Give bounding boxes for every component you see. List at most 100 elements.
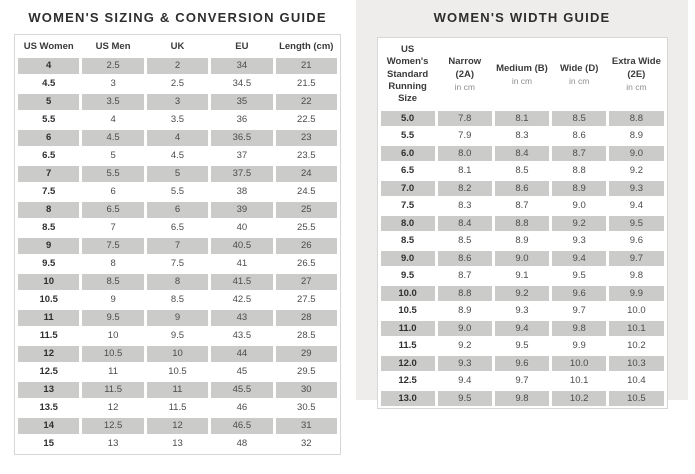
table-row: 15 13 13 48 32 (18, 436, 337, 452)
table-cell: 7.0 (380, 180, 435, 197)
table-cell: 9.8 (629, 270, 643, 282)
table-cell: 8.8 (609, 110, 664, 127)
column-header: Narrow (2A) in cm (438, 40, 492, 109)
table-cell: 6.5 (82, 202, 144, 219)
table-cell: 8.0 (380, 215, 435, 232)
table-cell: 5.0 (380, 110, 435, 127)
table-cell: 12.5 (39, 366, 58, 378)
table-cell: 8.2 (437, 180, 492, 197)
table-cell: 36.5 (211, 130, 273, 147)
table-cell: 9.5 (609, 215, 664, 232)
table-row: 8.5 7 6.5 40 25.5 (18, 220, 337, 236)
table-cell: 8.5 (458, 235, 472, 247)
table-cell: 8.9 (458, 305, 472, 317)
table-cell: 40 (236, 222, 248, 234)
table-cell: 6 (146, 202, 209, 219)
table-cell: 9 (110, 294, 116, 306)
table-cell: 9.7 (609, 250, 664, 267)
table-cell: 11 (18, 310, 80, 327)
column-header: US Men (95, 41, 131, 52)
table-cell: 8 (146, 274, 209, 291)
table-cell: 9.0 (494, 250, 550, 267)
table-row: 5.0 7.8 8.1 8.5 8.8 (380, 110, 664, 127)
table-cell: 31 (275, 418, 337, 435)
table-cell: 11.5 (168, 402, 187, 414)
table-cell: 39 (211, 202, 273, 219)
table-cell: 8.5 (42, 222, 56, 234)
table-row: 8.5 8.5 8.9 9.3 9.6 (381, 233, 664, 249)
table-cell: 12 (18, 346, 80, 363)
table-cell: 8.7 (515, 200, 529, 212)
column-header: Medium (B) in cm (495, 40, 549, 109)
table-row: 9.5 8.7 9.1 9.5 9.8 (381, 268, 664, 284)
column-header-label: Wide (D) (559, 62, 599, 74)
table-header: US Women US Men UK EU Length (cm) (18, 37, 337, 56)
column-header-unit: in cm (454, 82, 475, 93)
table-cell: 2.5 (170, 78, 185, 90)
table-cell: 22 (275, 94, 337, 111)
table-cell: 8.5 (82, 274, 144, 291)
table-cell: 9.5 (82, 310, 144, 327)
column-header-unit: in cm (511, 76, 533, 86)
table-cell: 8.8 (494, 215, 550, 232)
table-cell: 9.0 (437, 320, 492, 337)
table-row: 11.5 10 9.5 43.5 28.5 (18, 328, 337, 344)
column-header: Extra Wide (2E) in cm (609, 40, 663, 109)
table-cell: 8.9 (629, 130, 643, 142)
table-row: 4 2.5 2 34 21 (18, 58, 337, 75)
header-row: US Women US Men UK EU Length (cm) (18, 37, 337, 56)
table-cell: 10 (107, 330, 119, 342)
sizing-conversion-table: US Women US Men UK EU Length (cm) 4 2.5 2 34 21 4… (14, 34, 341, 456)
table-cell: 9.5 (572, 270, 586, 282)
table-row: 12.5 9.4 9.7 10.1 10.4 (381, 373, 664, 389)
table-cell: 12 (146, 418, 209, 435)
table-cell: 9.3 (609, 180, 664, 197)
table-row: 9 7.5 7 40.5 26 (18, 238, 337, 255)
table-cell: 9.9 (609, 285, 664, 302)
table-cell: 3 (146, 94, 209, 111)
table-cell: 7 (18, 166, 80, 183)
table-cell: 21.5 (297, 78, 316, 90)
table-cell: 8.0 (437, 145, 492, 162)
table-cell: 3.5 (82, 94, 144, 111)
table-cell: 4 (146, 130, 209, 147)
table-cell: 43.5 (232, 330, 252, 342)
table-cell: 13 (107, 438, 119, 450)
table-cell: 43 (211, 310, 273, 327)
table-cell: 4.5 (82, 130, 144, 147)
table-cell: 10.0 (380, 285, 435, 302)
table-cell: 12 (107, 402, 119, 414)
table-cell: 9.7 (515, 375, 529, 387)
table-cell: 8.6 (494, 180, 550, 197)
table-cell: 3 (110, 78, 116, 90)
table-cell: 15 (43, 438, 54, 450)
table-cell: 10.5 (609, 390, 664, 407)
table-cell: 7 (110, 222, 116, 234)
table-cell: 8.6 (572, 130, 586, 142)
table-cell: 9 (18, 238, 80, 255)
table-cell: 24 (275, 166, 337, 183)
table-cell: 9.8 (494, 390, 550, 407)
table-cell: 9.2 (629, 165, 643, 177)
table-row: 13.5 12 11.5 46 30.5 (18, 400, 337, 416)
table-cell: 8.7 (458, 270, 472, 282)
table-cell: 48 (236, 438, 248, 450)
table-cell: 11.5 (82, 382, 144, 399)
table-cell: 5.5 (400, 130, 415, 142)
table-cell: 9.5 (170, 330, 185, 342)
table-cell: 26 (275, 238, 337, 255)
table-cell: 10.2 (627, 340, 646, 352)
table-row: 10.5 9 8.5 42.5 27.5 (18, 292, 337, 308)
column-header: Length (cm) (279, 41, 334, 52)
table-cell: 7 (146, 238, 209, 255)
table-cell: 9.3 (515, 305, 529, 317)
table-cell: 6 (110, 186, 116, 198)
table-cell: 8.5 (400, 235, 415, 247)
table-cell: 4.5 (42, 78, 56, 90)
table-row: 7 5.5 5 37.5 24 (18, 166, 337, 183)
sizing-conversion-panel: WOMEN'S SIZING & CONVERSION GUIDE US Wom… (14, 0, 341, 456)
table-cell: 9.7 (572, 305, 586, 317)
table-cell: 2.5 (82, 58, 144, 75)
column-header: US Women (23, 41, 74, 52)
table-row: 8 6.5 6 39 25 (18, 202, 337, 219)
